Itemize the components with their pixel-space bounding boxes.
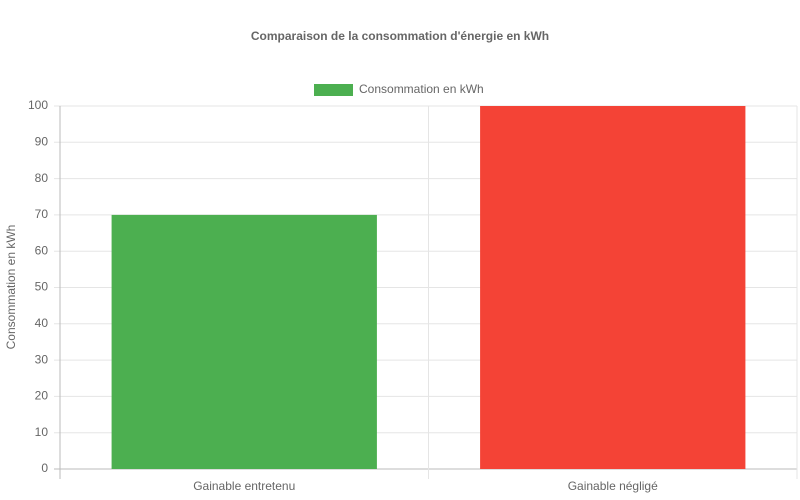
y-tick-label: 10 (35, 425, 49, 439)
x-tick-label: Gainable négligé (568, 479, 658, 493)
y-tick-label: 50 (35, 280, 49, 294)
y-tick-label: 40 (35, 316, 49, 330)
y-tick-label: 60 (35, 243, 49, 257)
y-tick-label: 90 (35, 134, 49, 148)
legend-label: Consommation en kWh (359, 82, 484, 96)
y-tick-label: 0 (41, 461, 48, 475)
y-tick-label: 80 (35, 171, 49, 185)
bar (111, 214, 377, 469)
chart-title: Comparaison de la consommation d'énergie… (251, 29, 549, 43)
legend-swatch (314, 84, 353, 96)
y-axis-label: Consommation en kWh (4, 225, 18, 350)
bar (480, 106, 746, 469)
y-tick-label: 30 (35, 352, 49, 366)
y-tick-label: 100 (28, 98, 48, 112)
x-tick-label: Gainable entretenu (193, 479, 295, 493)
y-tick-label: 20 (35, 389, 49, 403)
y-tick-label: 70 (35, 207, 49, 221)
